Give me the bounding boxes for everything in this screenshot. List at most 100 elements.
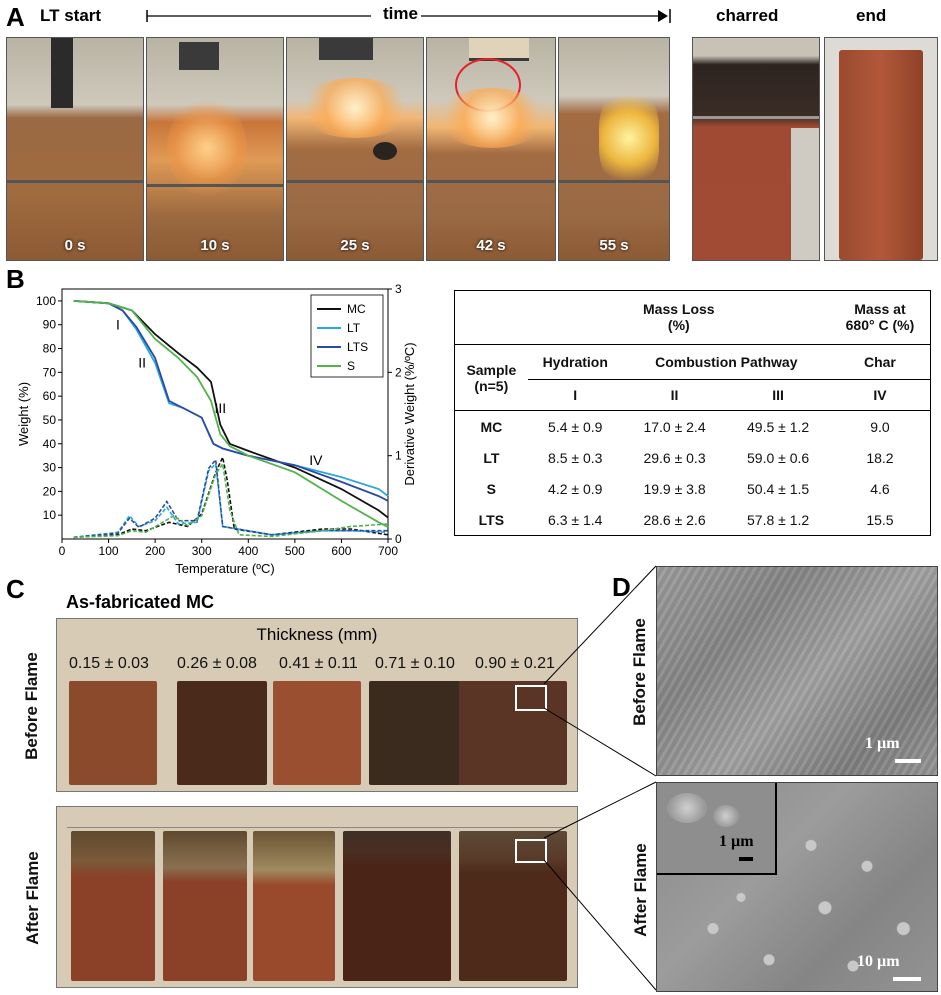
clamp (179, 42, 219, 70)
sample-strip (177, 681, 267, 785)
row-iii: 49.5 ± 1.2 (747, 418, 810, 435)
mass-at-temp: 680° C (%) (845, 317, 915, 334)
end-label: end (856, 6, 887, 25)
row-iv: 9.0 (870, 418, 890, 435)
x-axis-label: Temperature (ºC) (175, 561, 274, 576)
sample-strip (369, 681, 461, 785)
stage-annotation: II (138, 355, 146, 371)
x-tick-label: 0 (59, 544, 66, 558)
mass-loss-title: Mass Loss (643, 301, 715, 318)
clamp (51, 38, 73, 108)
frame-time-label: 25 s (340, 237, 370, 254)
combustion-header: Combustion Pathway (655, 354, 798, 371)
char-spot (373, 142, 397, 160)
y-tick-label: 10 (43, 508, 57, 522)
row-i: 4.2 ± 0.9 (548, 480, 603, 497)
wire (147, 184, 283, 187)
roman-ii: II (622, 379, 727, 411)
y-tick-label: 50 (43, 413, 57, 427)
frame-10s: 10 s (146, 37, 284, 261)
time-arrow (146, 9, 671, 23)
row-i: 6.3 ± 1.4 (548, 511, 603, 528)
sample-title: Sample (466, 361, 517, 378)
row-sample: MC (480, 418, 503, 435)
legend-label-mc: MC (347, 302, 366, 316)
y-tick-label: 90 (43, 318, 57, 332)
before-flame-photo: Thickness (mm) 0.15 ± 0.03 0.26 ± 0.08 0… (56, 618, 578, 792)
row-iii: 57.8 ± 1.2 (747, 511, 810, 528)
row-ii: 17.0 ± 2.4 (643, 418, 706, 435)
clamp (319, 38, 373, 60)
lt-start-label: LT start (40, 6, 102, 25)
zoom-box (515, 685, 547, 711)
y-tick-label: 30 (43, 461, 57, 475)
thickness-header: Thickness (mm) (256, 625, 378, 644)
row-sample: LT (483, 449, 500, 466)
frame-0s: 0 s (6, 37, 144, 261)
charred-photo (692, 37, 820, 261)
flame-glow (297, 78, 413, 138)
y-tick-label: 60 (43, 389, 57, 403)
sem-texture (657, 567, 937, 775)
row-sample: S (486, 480, 497, 497)
wire (559, 180, 669, 183)
legend-label-lts: LTS (347, 340, 368, 354)
zoom-box (515, 839, 547, 863)
y-tick-label: 40 (43, 437, 57, 451)
panel-b-label: B (6, 264, 25, 294)
stage-annotation: III (215, 400, 227, 416)
table-row: LT 8.5 ± 0.3 29.6 ± 0.3 59.0 ± 0.6 18.2 (455, 442, 931, 473)
sem-before-image: 1 µm (656, 566, 938, 776)
sample-header: Sample (n=5) (455, 344, 528, 410)
end-photo (824, 37, 938, 261)
time-label: time (383, 4, 418, 23)
burnt-strip (71, 831, 155, 981)
end-strip (839, 50, 923, 260)
x-tick-label: 500 (285, 544, 305, 558)
roman-i: I (527, 379, 623, 411)
y2-tick-label: 0 (395, 532, 402, 546)
thickness-value: 0.41 ± 0.11 (279, 655, 358, 672)
flame-glow (437, 88, 547, 148)
burnt-strip (343, 831, 451, 981)
sample-strip (273, 681, 361, 785)
tga-chart: 0 100 200 300 400 500 600 700102030405060708090… (16, 282, 417, 576)
after-flame-photo (56, 806, 578, 988)
flame-glow (599, 88, 659, 188)
x-tick-label: 600 (331, 544, 351, 558)
sem-inset: 1 µm (657, 783, 777, 875)
wire (7, 180, 143, 183)
panel-a-label: A (6, 2, 25, 32)
mass-at-header: Mass at 680° C (%) (830, 291, 931, 345)
frame-time-label: 0 s (64, 237, 86, 254)
thickness-value: 0.15 ± 0.03 (69, 655, 149, 672)
row-iv: 18.2 (866, 449, 894, 466)
sample-n: (n=5) (474, 377, 509, 394)
row-sample: LTS (478, 511, 505, 528)
thickness-value: 0.90 ± 0.21 (475, 655, 555, 672)
char-header: Char (863, 354, 896, 371)
charred-label: charred (716, 6, 779, 25)
x-tick-label: 300 (192, 544, 212, 558)
plot-frame (61, 288, 389, 540)
wire (693, 116, 819, 119)
row-iv: 15.5 (866, 511, 894, 528)
mass-loss-unit: (%) (667, 317, 690, 334)
inset-particle (713, 805, 739, 827)
row-iii: 59.0 ± 0.6 (747, 449, 810, 466)
inset-particle (667, 793, 707, 823)
derivative-line-s (73, 461, 389, 539)
y2-tick-label: 3 (395, 282, 402, 296)
inset-scale-label: 1 µm (719, 833, 754, 850)
as-fabricated-title: As-fabricated MC (66, 592, 215, 612)
y2-tick-label: 2 (395, 365, 402, 379)
y-tick-label: 20 (43, 484, 57, 498)
table-row: S 4.2 ± 0.9 19.9 ± 3.8 50.4 ± 1.5 4.6 (455, 473, 931, 504)
scale-label: 1 µm (865, 735, 900, 752)
wire (287, 180, 423, 183)
y-axis-label: Weight (%) (16, 382, 31, 446)
mass-at-title: Mass at (854, 301, 906, 318)
frame-42s: 42 s (426, 37, 556, 261)
row-ii: 28.6 ± 2.6 (643, 511, 706, 528)
